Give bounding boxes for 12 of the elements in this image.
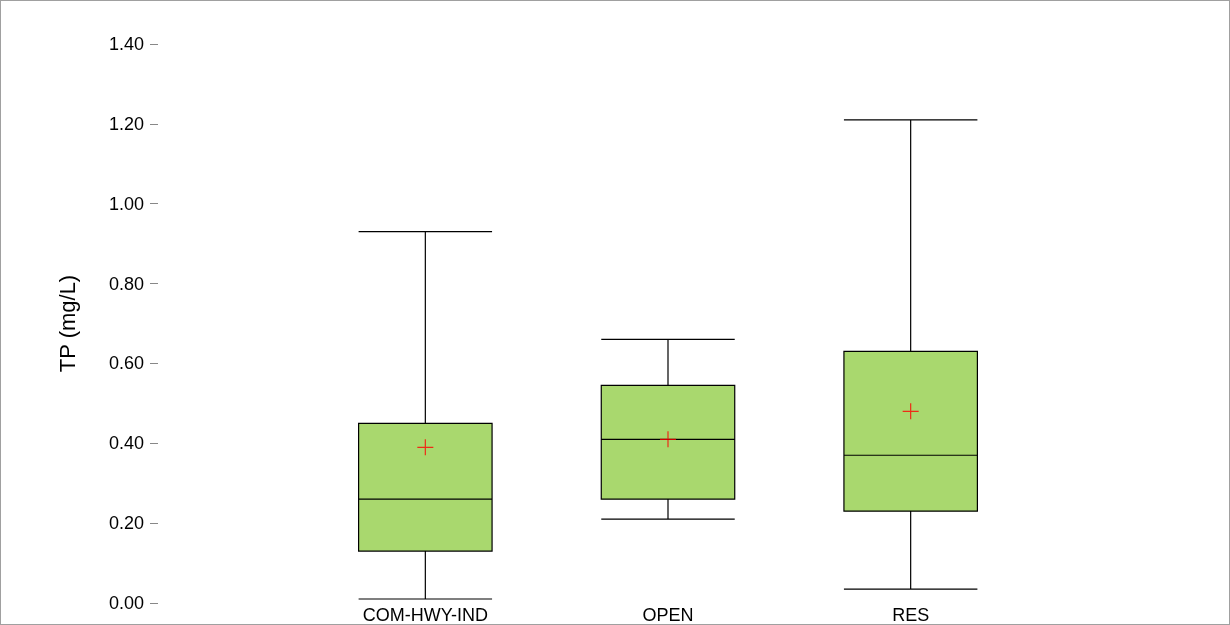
y-tick-label: 0.20: [108, 513, 144, 534]
x-tick-label: RES: [892, 605, 930, 625]
y-tick-label: 1.00: [108, 193, 144, 214]
y-tick-label: 0.60: [108, 353, 144, 374]
y-tick-label: 0.00: [108, 593, 144, 613]
y-tick-label: 0.80: [108, 273, 144, 294]
y-axis-title: TP (mg/L): [54, 274, 80, 373]
x-tick-label: OPEN: [642, 605, 694, 625]
y-tick-label: 1.20: [108, 113, 144, 134]
x-tick-label: COM-HWY-IND: [362, 605, 488, 625]
y-tick-label: 0.40: [108, 433, 144, 454]
y-tick-label: 1.40: [108, 34, 144, 54]
